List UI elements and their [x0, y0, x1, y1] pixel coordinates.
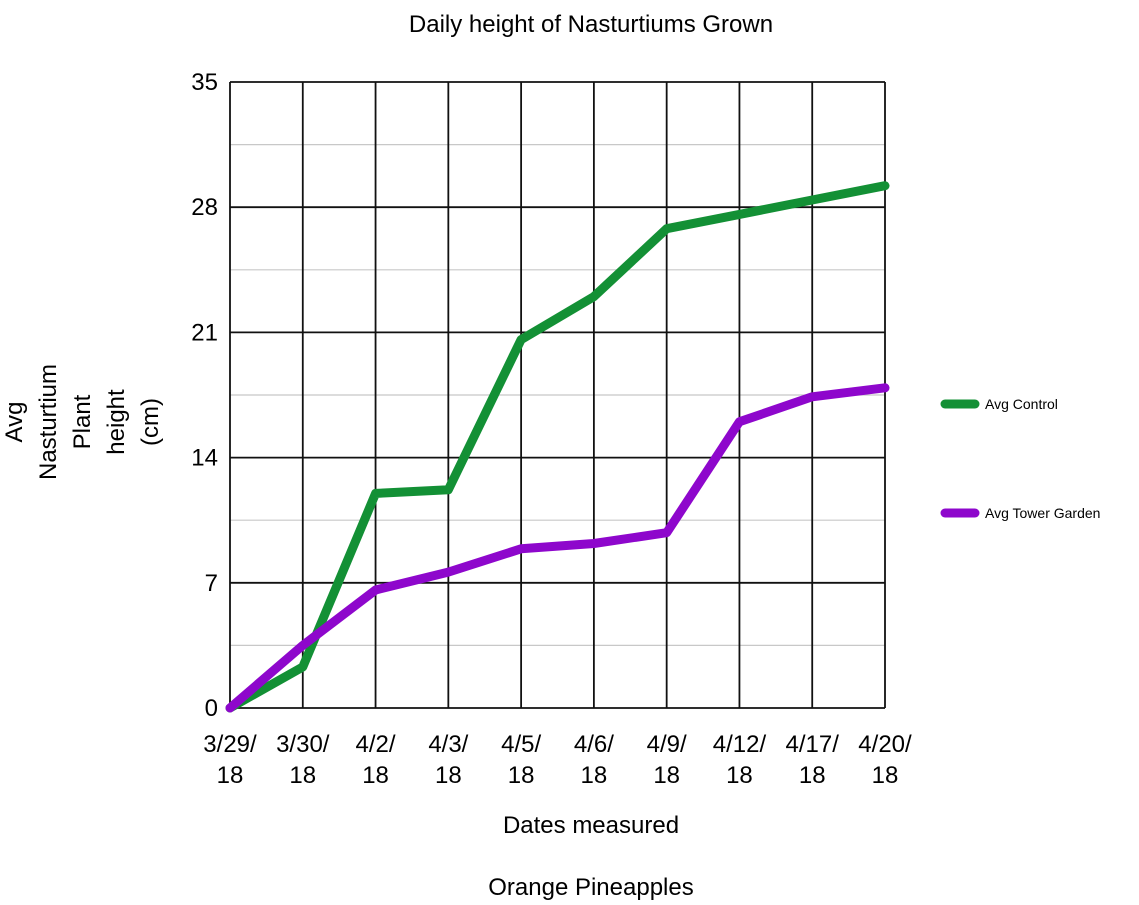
chart-footer: Orange Pineapples — [488, 874, 693, 901]
x-tick-label: 4/6/18 — [574, 731, 614, 789]
x-tick-label-line: 4/20/ — [858, 731, 912, 758]
legend-label: Avg Control — [985, 396, 1058, 412]
x-tick-label: 4/17/18 — [786, 731, 840, 789]
series-lines — [225, 181, 890, 713]
y-axis-title-line: height — [103, 389, 130, 455]
x-tick-label-line: 4/6/ — [574, 731, 614, 758]
chart-title: Daily height of Nasturtiums Grown — [409, 11, 773, 38]
x-tick-label: 4/5/18 — [501, 731, 541, 789]
x-tick-label: 4/20/18 — [858, 731, 912, 789]
legend: Avg Control Avg Tower Garden — [940, 396, 1100, 521]
x-axis-title: Dates measured — [503, 812, 679, 839]
y-axis-ticks: 0 7 14 21 28 35 — [191, 69, 218, 722]
x-axis-ticks: 3/29/183/30/184/2/184/3/184/5/184/6/184/… — [203, 731, 912, 789]
y-tick-label: 35 — [191, 69, 218, 96]
x-tick-label: 4/12/18 — [713, 731, 767, 789]
series-line — [225, 383, 890, 713]
x-tick-label-line: 4/17/ — [786, 731, 840, 758]
y-axis-title-line: Nasturtium — [35, 364, 62, 480]
y-tick-label: 28 — [191, 194, 218, 221]
x-tick-label-line: 4/9/ — [647, 731, 687, 758]
x-tick-label: 3/30/18 — [276, 731, 330, 789]
x-tick-label-line: 18 — [872, 762, 899, 789]
y-axis-title-line: Plant — [69, 394, 96, 449]
x-tick-label: 4/9/18 — [647, 731, 687, 789]
x-tick-label: 4/2/18 — [356, 731, 396, 789]
y-axis-title-line: (cm) — [137, 398, 164, 446]
y-tick-label: 21 — [191, 319, 218, 346]
x-tick-label-line: 4/2/ — [356, 731, 396, 758]
x-tick-label-line: 4/12/ — [713, 731, 767, 758]
legend-label: Avg Tower Garden — [985, 505, 1100, 521]
grid — [229, 81, 886, 709]
x-tick-label-line: 18 — [289, 762, 316, 789]
y-tick-label: 14 — [191, 445, 218, 472]
x-tick-label: 3/29/18 — [203, 731, 257, 789]
y-axis-title: Avg Nasturtium Plant height (cm) — [1, 364, 164, 480]
x-tick-label-line: 3/29/ — [203, 731, 257, 758]
series-line — [225, 181, 890, 713]
y-tick-label: 7 — [205, 570, 218, 597]
x-tick-label-line: 18 — [362, 762, 389, 789]
x-tick-label-line: 18 — [217, 762, 244, 789]
x-tick-label-line: 18 — [726, 762, 753, 789]
y-tick-label: 0 — [205, 695, 218, 722]
x-tick-label-line: 18 — [653, 762, 680, 789]
x-tick-label-line: 4/3/ — [428, 731, 468, 758]
x-tick-label-line: 3/30/ — [276, 731, 330, 758]
x-tick-label-line: 18 — [508, 762, 535, 789]
x-tick-label-line: 18 — [581, 762, 608, 789]
y-axis-title-line: Avg — [1, 402, 28, 443]
x-tick-label-line: 18 — [799, 762, 826, 789]
x-tick-label: 4/3/18 — [428, 731, 468, 789]
x-tick-label-line: 4/5/ — [501, 731, 541, 758]
x-tick-label-line: 18 — [435, 762, 462, 789]
